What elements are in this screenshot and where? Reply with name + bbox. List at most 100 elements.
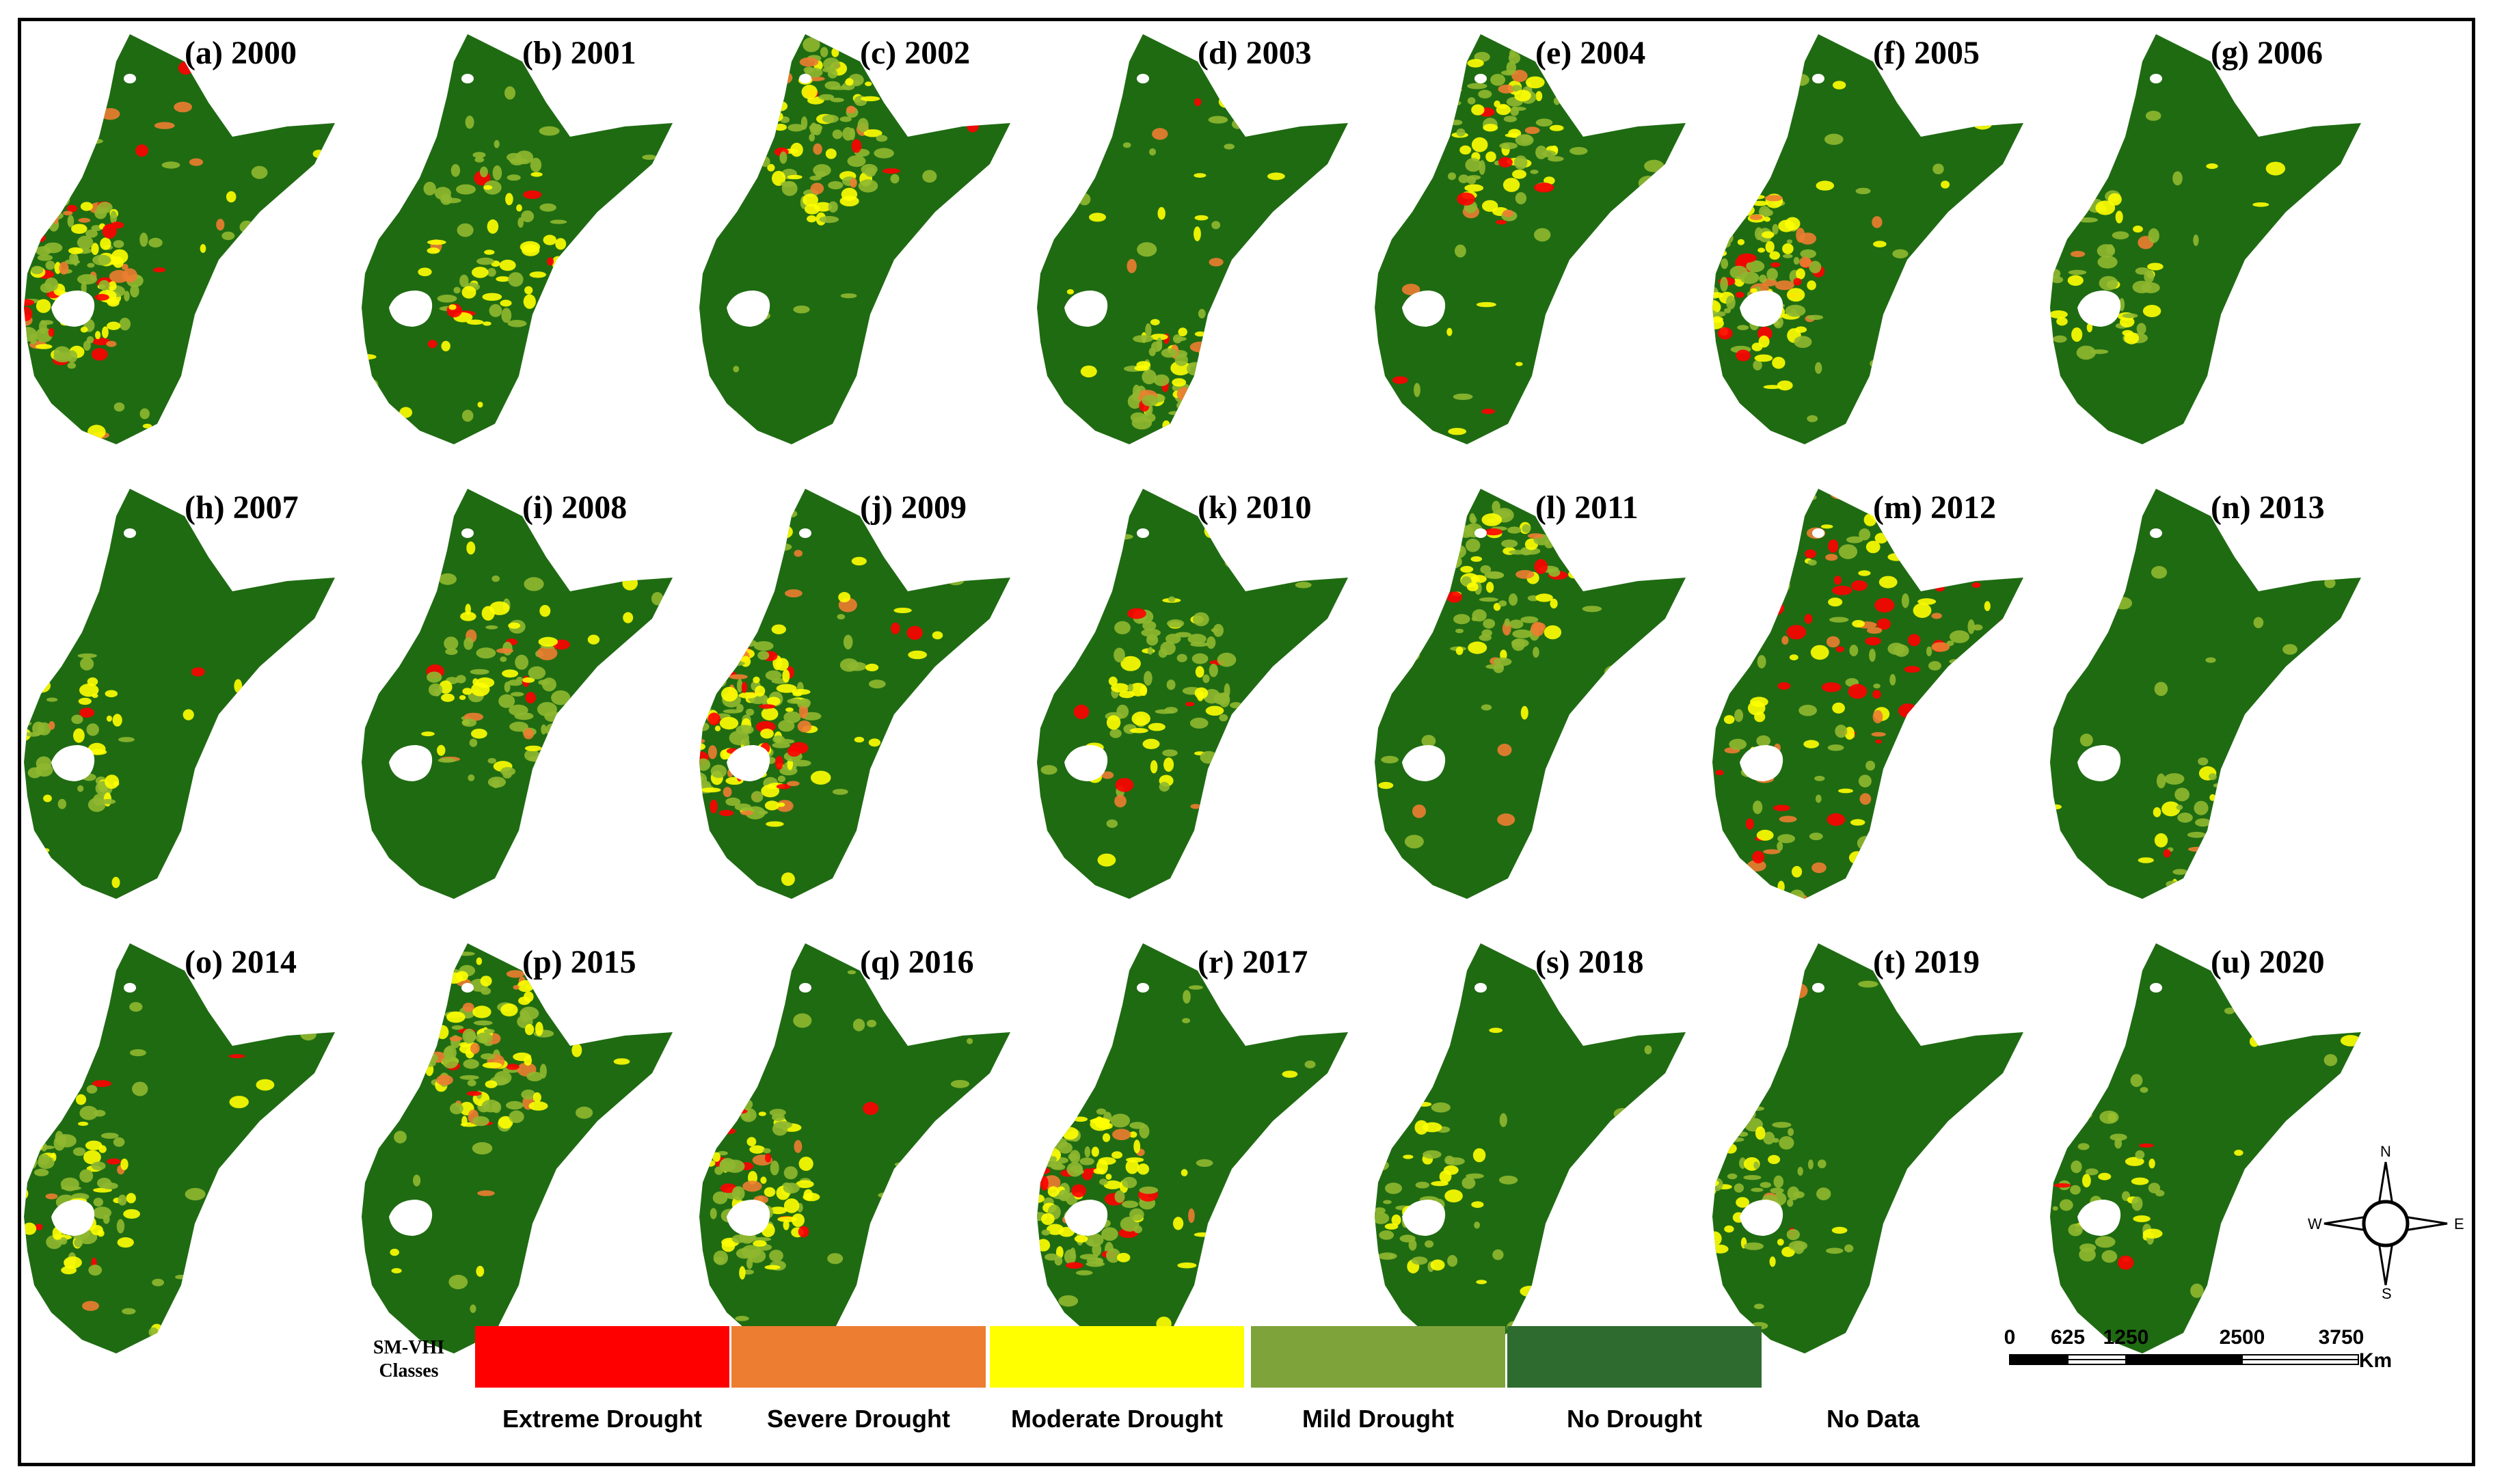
- legend-swatch: [990, 1326, 1244, 1388]
- lake-shape: [1402, 291, 1446, 327]
- map-title: (a) 2000: [185, 35, 297, 71]
- region-shape: [699, 943, 1010, 1353]
- scale-tick: 3750: [2318, 1326, 2364, 1349]
- region-shape: [2050, 34, 2361, 444]
- lake-shape: [727, 1200, 770, 1236]
- region-shape: [1712, 943, 2023, 1353]
- region-shape: [362, 943, 673, 1353]
- drought-map-panel: (p) 2015: [351, 930, 693, 1381]
- drought-map-panel: (f) 2005: [1702, 21, 2044, 472]
- map-title: (h) 2007: [185, 489, 299, 526]
- legend-label: Severe Drought: [766, 1405, 951, 1433]
- lake-shape: [1740, 291, 1783, 327]
- compass-w: W: [2308, 1215, 2322, 1232]
- region-shape: [1037, 943, 1348, 1353]
- map-title: (g) 2006: [2211, 35, 2323, 71]
- drought-map-panel: (r) 2017: [1027, 930, 1369, 1381]
- map-title: (t) 2019: [1873, 944, 1980, 980]
- lake-shape: [389, 291, 433, 327]
- lake-shape: [389, 745, 433, 781]
- lake-shape: [2077, 291, 2121, 327]
- drought-map-panel: (e) 2004: [1364, 21, 1706, 472]
- legend-swatch: [1251, 1326, 1505, 1388]
- scale-tick: 0: [2004, 1326, 2016, 1349]
- map-title: (n) 2013: [2211, 489, 2325, 526]
- drought-map-panel: (t) 2019: [1702, 930, 2044, 1381]
- region-shape: [2050, 943, 2361, 1353]
- scale-tick: 1250: [2103, 1326, 2149, 1349]
- map-title: (m) 2012: [1873, 489, 1996, 526]
- drought-map-panel: (l) 2011: [1364, 475, 1706, 926]
- compass-e: E: [2454, 1215, 2464, 1232]
- lake-shape: [51, 745, 95, 781]
- lake-shape: [389, 1200, 433, 1236]
- region-shape: [24, 943, 335, 1353]
- map-title: (p) 2015: [522, 944, 636, 980]
- drought-map-panel: (s) 2018: [1364, 930, 1706, 1381]
- map-title: (o) 2014: [185, 944, 297, 980]
- lake-shape: [1064, 745, 1108, 781]
- legend-label: Moderate Drought: [1011, 1405, 1223, 1433]
- compass-s: S: [2382, 1285, 2392, 1302]
- map-title: (b) 2001: [522, 35, 636, 71]
- drought-map-panel: (a) 2000: [14, 21, 355, 472]
- region-shape: [1037, 34, 1348, 444]
- drought-map-panel: (c) 2002: [689, 21, 1031, 472]
- drought-map-panel: (q) 2016: [689, 930, 1031, 1381]
- lake-shape: [1740, 745, 1783, 781]
- compass-n: N: [2380, 1143, 2391, 1160]
- scale-unit: Km: [2358, 1349, 2393, 1372]
- map-title: (s) 2018: [1535, 944, 1644, 980]
- map-title: (l) 2011: [1535, 489, 1639, 526]
- region-shape: [24, 34, 335, 444]
- legend-title: SM-VHI Classes: [373, 1337, 445, 1381]
- map-title: (c) 2002: [860, 35, 971, 71]
- map-title: (d) 2003: [1198, 35, 1312, 71]
- lake-shape: [727, 745, 770, 781]
- legend-swatch: [475, 1326, 729, 1388]
- legend-label: No Drought: [1567, 1405, 1702, 1433]
- drought-map-panel: (g) 2006: [2040, 21, 2382, 472]
- map-title: (r) 2017: [1198, 944, 1308, 980]
- drought-map-panel: (o) 2014: [14, 930, 355, 1381]
- drought-map-panel: (j) 2009: [689, 475, 1031, 926]
- lake-shape: [1402, 1200, 1446, 1236]
- scale-tick: 625: [2050, 1326, 2086, 1349]
- region-shape: [24, 489, 335, 899]
- lake-shape: [51, 1200, 95, 1236]
- region-shape: [362, 34, 673, 444]
- map-title: (q) 2016: [860, 944, 974, 980]
- lake-shape: [1064, 291, 1108, 327]
- lake-shape: [2077, 745, 2121, 781]
- map-title: (k) 2010: [1198, 489, 1312, 526]
- legend-label: No Data: [1826, 1405, 1920, 1433]
- legend-swatch: [1507, 1326, 1762, 1388]
- region-shape: [1375, 34, 1686, 444]
- lake-shape: [1064, 1200, 1108, 1236]
- drought-map-panel: (b) 2001: [351, 21, 693, 472]
- legend-swatch: [731, 1326, 986, 1388]
- map-title: (e) 2004: [1535, 35, 1646, 71]
- lake-shape: [2077, 1200, 2121, 1236]
- legend-label: Extreme Drought: [502, 1405, 703, 1433]
- region-shape: [1375, 489, 1686, 899]
- scale-tick: 2500: [2219, 1326, 2265, 1349]
- legend-label: Mild Drought: [1302, 1405, 1454, 1433]
- region-shape: [1712, 489, 2023, 899]
- drought-map-panel: (u) 2020: [2040, 930, 2382, 1381]
- drought-map-panel: (k) 2010: [1027, 475, 1369, 926]
- scale-bar: 0 625 1250 2500 3750 Km: [2003, 1326, 2393, 1401]
- region-shape: [699, 34, 1010, 444]
- drought-map-panel: (d) 2003: [1027, 21, 1369, 472]
- map-title: (u) 2020: [2211, 944, 2325, 980]
- drought-map-panel: (i) 2008: [351, 475, 693, 926]
- drought-map-panel: (n) 2013: [2040, 475, 2382, 926]
- map-title: (j) 2009: [860, 489, 967, 526]
- map-title: (i) 2008: [522, 489, 628, 526]
- lake-shape: [51, 291, 95, 327]
- drought-map-panel: (m) 2012: [1702, 475, 2044, 926]
- lake-shape: [1402, 745, 1446, 781]
- lake-shape: [1740, 1200, 1783, 1236]
- north-arrow-icon: N S W E: [2308, 1143, 2464, 1302]
- region-shape: [2050, 489, 2361, 899]
